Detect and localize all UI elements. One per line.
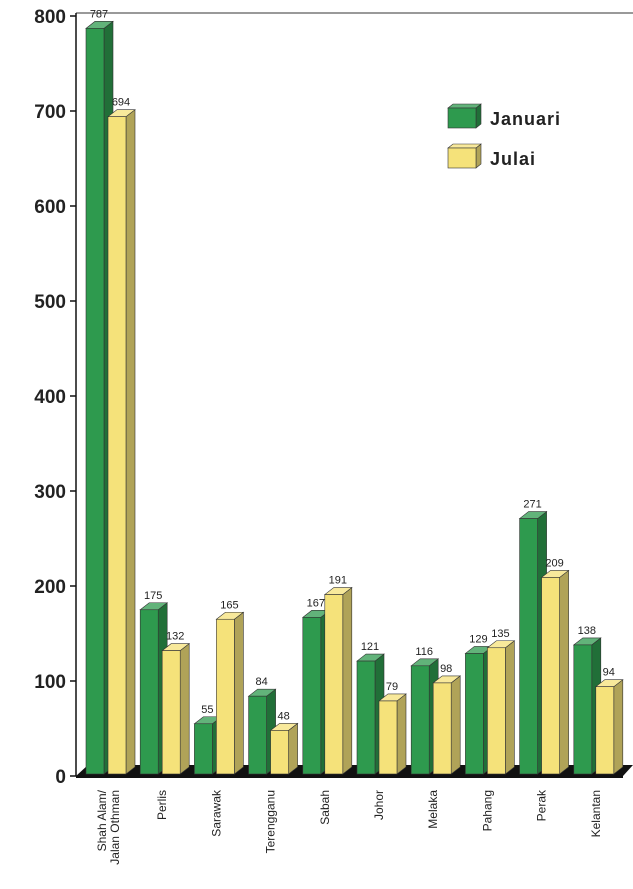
data-label: 129 bbox=[469, 633, 487, 645]
x-tick-label: Kelantan bbox=[589, 790, 603, 837]
data-label: 79 bbox=[386, 681, 398, 693]
data-label: 694 bbox=[112, 97, 130, 109]
y-tick-label: 0 bbox=[55, 767, 66, 788]
data-label: 271 bbox=[523, 499, 541, 511]
x-tick-label: Johor bbox=[372, 790, 386, 820]
data-label: 132 bbox=[166, 631, 184, 643]
legend-label: Januari bbox=[490, 109, 561, 129]
legend-item-januari: Januari bbox=[447, 103, 561, 129]
x-tick-label: Sabah bbox=[318, 790, 332, 825]
bar-julai-9 bbox=[594, 679, 624, 775]
y-tick-label: 600 bbox=[34, 197, 66, 218]
y-tick-label: 300 bbox=[34, 482, 66, 503]
bar-julai-3 bbox=[269, 722, 299, 775]
data-label: 165 bbox=[220, 599, 238, 611]
data-label: 209 bbox=[545, 557, 563, 569]
bar-julai-6 bbox=[432, 675, 462, 775]
bar-julai-0 bbox=[107, 109, 136, 775]
x-tick-label: Shah Alam/Jalan Othman bbox=[95, 789, 122, 864]
data-label: 94 bbox=[603, 667, 615, 679]
data-label: 84 bbox=[255, 676, 267, 688]
data-label: 175 bbox=[144, 590, 162, 602]
x-tick-label: Sarawak bbox=[209, 789, 223, 837]
data-label: 135 bbox=[491, 628, 509, 640]
legend: Januari Julai bbox=[447, 103, 561, 169]
legend-swatch bbox=[447, 107, 477, 129]
data-label: 138 bbox=[578, 625, 596, 637]
legend-swatch bbox=[447, 147, 477, 169]
bar-series bbox=[85, 20, 624, 775]
bar-julai-1 bbox=[161, 642, 191, 775]
y-tick-label: 400 bbox=[34, 387, 66, 408]
y-tick-label: 700 bbox=[34, 102, 66, 123]
y-tick-label: 500 bbox=[34, 292, 66, 313]
data-label: 98 bbox=[440, 663, 452, 675]
y-tick-label: 200 bbox=[34, 577, 66, 598]
bar-julai-7 bbox=[486, 640, 516, 775]
x-tick-label: Terengganu bbox=[264, 790, 278, 853]
legend-item-julai: Julai bbox=[447, 143, 536, 169]
data-labels: 787 694 175 132 55 165 84 48 167 191 121 79 116 98 129… bbox=[90, 8, 615, 722]
data-label: 787 bbox=[90, 8, 108, 20]
data-label: 48 bbox=[277, 710, 289, 722]
bar-julai-5 bbox=[378, 693, 407, 775]
bar-julai-2 bbox=[215, 611, 245, 775]
y-tick-label: 800 bbox=[34, 7, 66, 28]
y-axis-ticks: 0 100 200 300 400 500 600 700 800 bbox=[34, 7, 76, 788]
y-tick-label: 100 bbox=[34, 672, 66, 693]
data-label: 121 bbox=[361, 641, 379, 653]
x-axis-labels: Shah Alam/Jalan Othman Perlis Sarawak Teren… bbox=[95, 789, 603, 865]
bar-julai-8 bbox=[540, 569, 570, 775]
x-tick-label: Perak bbox=[535, 789, 549, 821]
x-tick-label: Perlis bbox=[155, 790, 169, 820]
data-label: 191 bbox=[329, 575, 347, 587]
data-label: 167 bbox=[307, 597, 325, 609]
bar-julai-4 bbox=[323, 586, 353, 775]
x-tick-label: Melaka bbox=[426, 790, 440, 829]
legend-label: Julai bbox=[490, 149, 536, 169]
data-label: 116 bbox=[415, 646, 433, 658]
x-tick-label: Pahang bbox=[480, 790, 494, 831]
data-label: 55 bbox=[201, 704, 213, 716]
